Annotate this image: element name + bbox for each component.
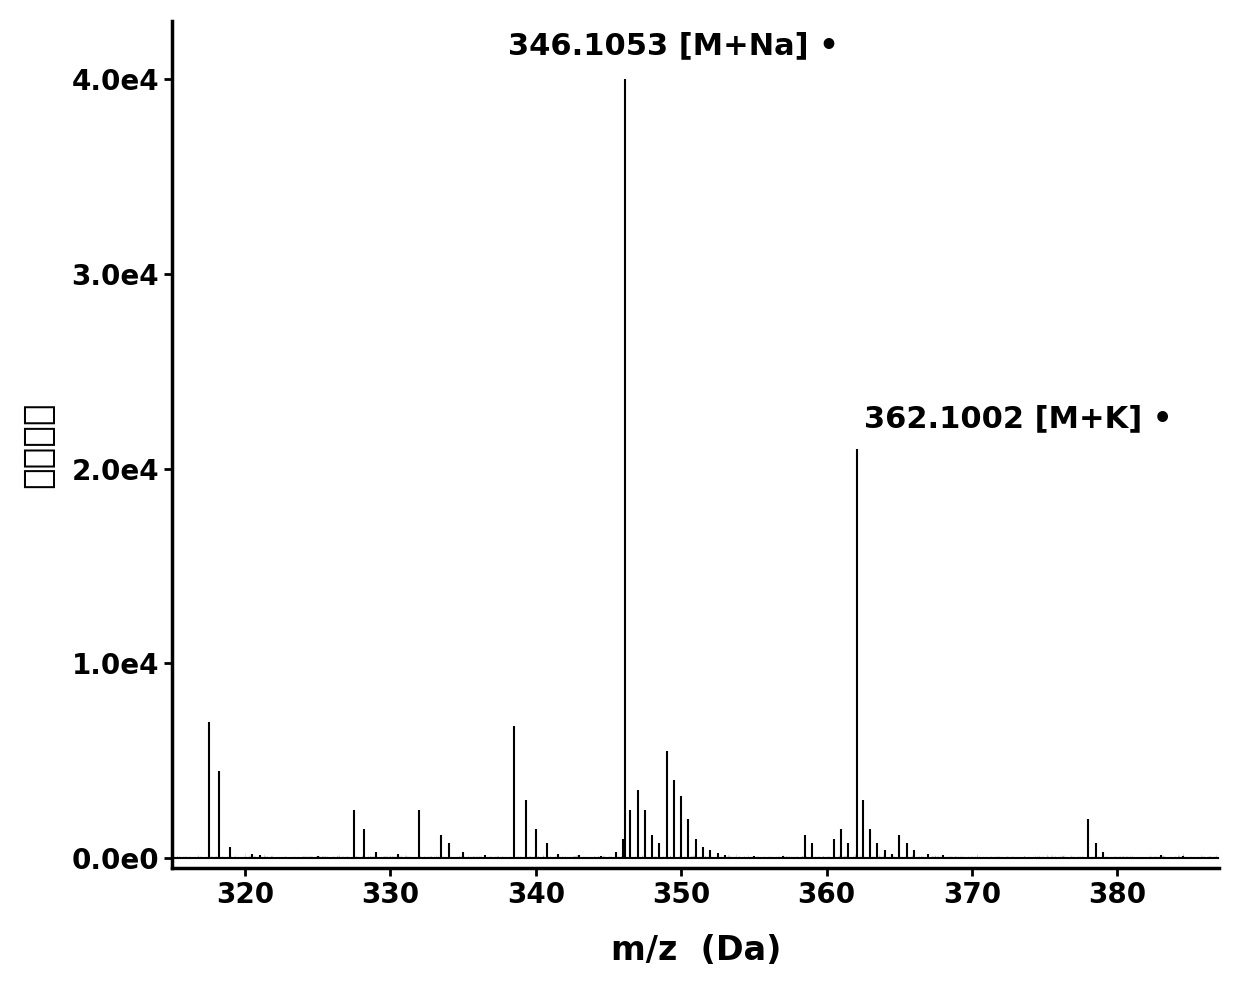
Text: 362.1002 [M+K] •: 362.1002 [M+K] • <box>864 405 1173 434</box>
Y-axis label: 相对强度: 相对强度 <box>21 401 55 488</box>
X-axis label: m/z  (Da): m/z (Da) <box>610 935 781 967</box>
Text: 346.1053 [M+Na] •: 346.1053 [M+Na] • <box>508 31 839 60</box>
